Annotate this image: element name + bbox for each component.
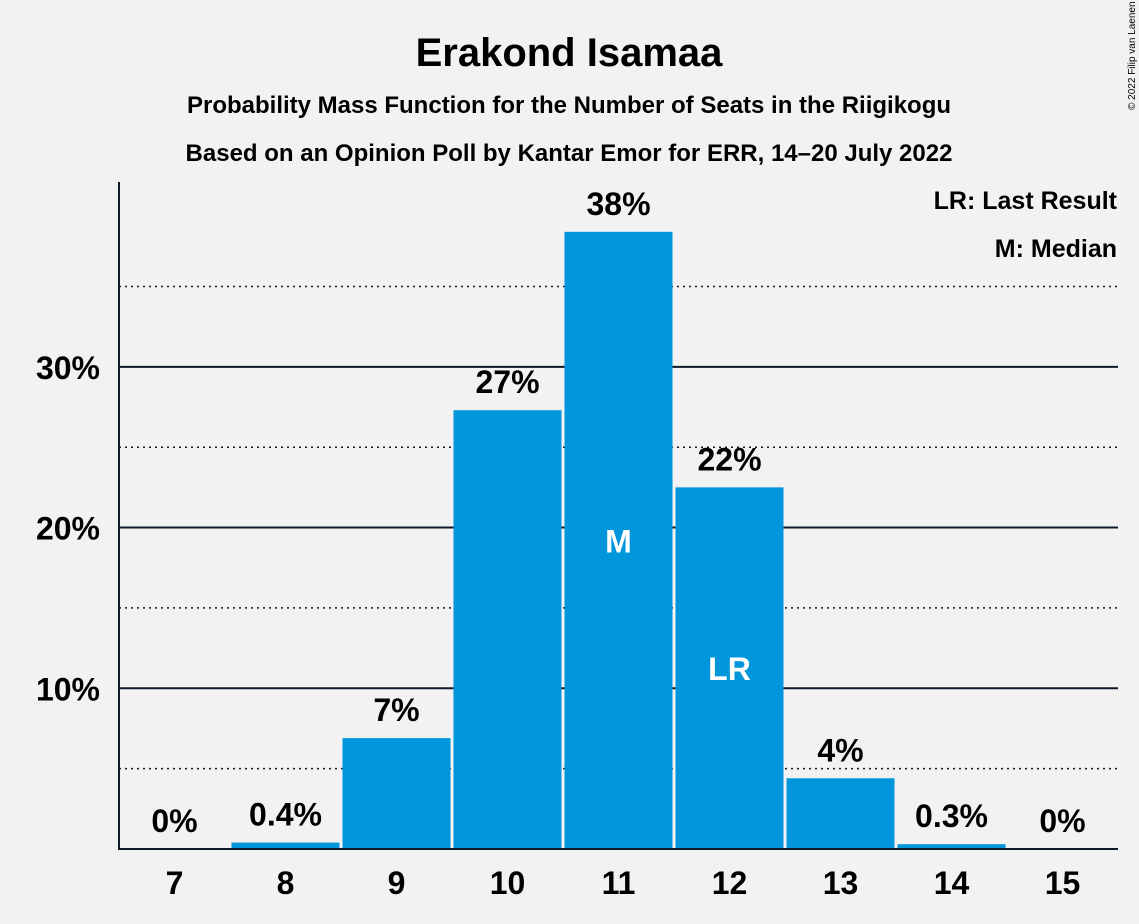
chart-subtitle: Probability Mass Function for the Number…	[187, 92, 951, 119]
data-label-9: 7%	[373, 692, 419, 728]
copyright: © 2022 Filip van Laenen	[1127, 1, 1138, 110]
data-label-12: 22%	[697, 441, 761, 477]
bar-12	[675, 487, 784, 849]
data-label-8: 0.4%	[249, 797, 322, 833]
bars	[231, 231, 1006, 849]
x-tick-label-10: 10	[490, 865, 526, 901]
bar-marker-lr: LR	[708, 651, 751, 687]
y-axis-ticks: 10% 20% 30%	[36, 350, 100, 707]
y-tick-label-30: 30%	[36, 350, 100, 386]
x-tick-label-15: 15	[1045, 865, 1081, 901]
chart-title: Erakond Isamaa	[416, 31, 724, 75]
x-axis-ticks: 7 8 9 10 11 12 13 14 15	[166, 865, 1081, 901]
bar-9	[342, 738, 451, 849]
data-label-14: 0.3%	[915, 798, 988, 834]
y-tick-label-10: 10%	[36, 671, 100, 707]
x-tick-label-12: 12	[712, 865, 748, 901]
data-label-11: 38%	[586, 186, 650, 222]
x-tick-label-11: 11	[602, 865, 636, 901]
x-tick-label-14: 14	[934, 865, 970, 901]
y-tick-label-20: 20%	[36, 511, 100, 547]
chart-subtitle-poll: Based on an Opinion Poll by Kantar Emor …	[186, 140, 953, 167]
bar-marker-m: M	[605, 523, 632, 559]
data-label-15: 0%	[1039, 803, 1085, 839]
bar-13	[786, 778, 895, 849]
data-label-7: 0%	[151, 803, 197, 839]
bar-11	[564, 231, 673, 849]
data-labels: 0% 0.4% 7% 27% 38% M 22% LR 4% 0.3% 0%	[151, 186, 1085, 839]
bar-8	[231, 842, 340, 849]
legend-median: M: Median	[995, 235, 1117, 263]
x-tick-label-13: 13	[823, 865, 859, 901]
data-label-10: 27%	[475, 364, 539, 400]
x-tick-label-8: 8	[277, 865, 295, 901]
data-label-13: 4%	[817, 732, 863, 768]
x-tick-label-9: 9	[388, 865, 406, 901]
x-tick-label-7: 7	[166, 865, 184, 901]
bar-14	[897, 844, 1006, 849]
bar-10	[453, 410, 562, 849]
legend-last-result: LR: Last Result	[934, 187, 1118, 215]
